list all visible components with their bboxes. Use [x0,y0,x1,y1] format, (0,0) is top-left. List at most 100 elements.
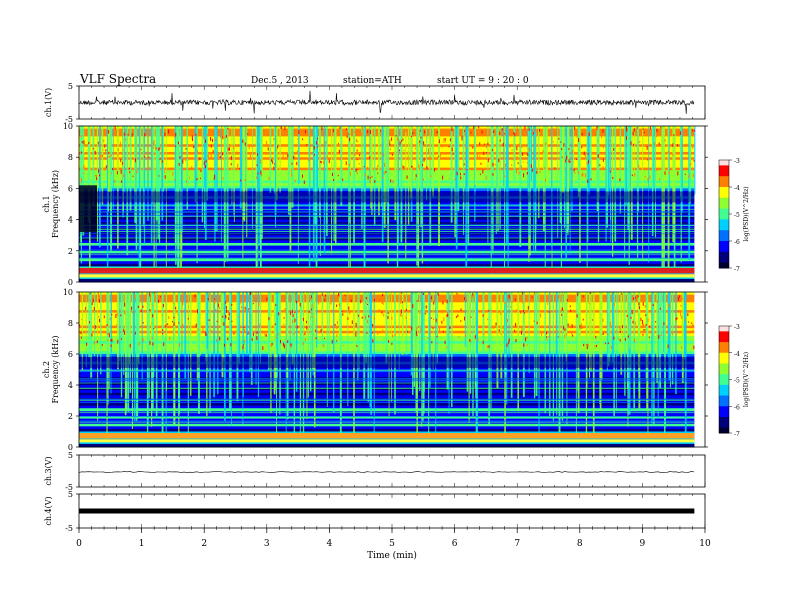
colorbar-segment [719,197,729,201]
x-tick-label: 1 [139,539,145,549]
colorbar-segment [719,406,729,410]
colorbar-segment [719,334,729,338]
colorbar-segment [719,219,729,223]
colorbar-segment [719,187,729,191]
colorbar-tick-label: -7 [734,266,740,273]
colorbar-segment [719,424,729,429]
colorbar-segment [719,168,729,172]
colorbar-segment [719,181,729,185]
waveform-trace [78,471,695,473]
colorbar-segment [719,395,729,399]
spectrogram-ch2 [76,291,732,448]
colorbar-segment [719,176,729,180]
waveform-ch.1v [76,85,706,120]
y-axis-label: ch.3(V) [44,456,53,485]
colorbar-segment [719,358,729,362]
colorbar-segment [719,211,729,215]
colorbar-segment [719,339,729,343]
y-axis-label: ch.2 [42,361,51,378]
y-tick-label: 6 [68,350,73,359]
colorbar-segment [719,427,729,431]
colorbar-tick-label: -4 [734,185,740,192]
colorbar-segment [719,398,729,402]
y-axis-label: ch.1 [42,195,51,212]
colorbar-segment [719,411,729,415]
colorbar-segment [719,259,729,264]
colorbar-segment [719,342,729,346]
colorbar-segment [719,350,729,354]
station-label: station=ATH [343,76,402,86]
x-tick-label: 7 [514,539,520,549]
x-tick-label: 8 [577,539,583,549]
waveform-trace [79,508,695,514]
colorbar-segment [719,165,729,169]
start-time-label: start UT = 9 : 20 : 0 [437,76,529,86]
colorbar-segment [719,222,729,226]
colorbar-segment [719,178,729,183]
colorbar-tick-label: -5 [734,212,740,219]
colorbar-segment [719,347,729,351]
y-tick-label: 2 [68,247,73,256]
y-axis-label: ch.1(V) [44,88,53,117]
date-label: Dec.5 , 2013 [251,76,309,86]
y-tick-label: 10 [63,122,73,131]
colorbar-segment [719,414,729,418]
colorbar-segment [719,416,729,421]
x-tick-label: 5 [389,539,395,549]
colorbar-tick-label: -3 [734,324,740,331]
colorbar-segment [719,355,729,359]
waveform-ch.3v [76,454,706,488]
x-tick-label: 3 [264,539,270,549]
x-axis-label: Time (min) [367,550,417,561]
colorbar-segment [719,422,729,426]
colorbar-segment [719,160,729,164]
x-tick-label: 9 [640,539,646,549]
colorbar-segment [719,200,729,204]
colorbar-segment [719,192,729,196]
colorbar-tick-label: -5 [734,378,740,385]
colorbar-segment [719,328,729,332]
colorbar-segment [719,390,729,394]
spectrogram-ch1 [76,125,732,283]
colorbar-segment [719,376,729,380]
y-axis-label: ch.4(V) [44,496,53,525]
colorbar-segment [719,384,729,389]
y-tick-label: 0 [68,278,73,287]
colorbar-segment [719,235,729,239]
colorbar-segment [719,173,729,177]
colorbar-segment [719,262,729,266]
waveform-trace [78,90,695,114]
colorbar-tick-label: -4 [734,351,740,358]
y-tick-label: -5 [65,483,73,492]
colorbar-segment [719,195,729,199]
colorbar-segment [719,257,729,261]
colorbar-tick-label: -6 [734,239,740,246]
colorbar-segment [719,230,729,234]
y-tick-label: 5 [68,451,73,460]
colorbar-segment [719,205,729,210]
x-tick-label: 4 [327,539,333,549]
colorbar-tick-label: -3 [734,158,740,165]
colorbar-label: log(PSD)(V^2/Hz) [743,352,750,407]
colorbar-segment [719,208,729,212]
colorbar-segment [719,214,729,218]
y-tick-label: 8 [68,319,73,328]
colorbar-segment [719,203,729,207]
colorbar-segment [719,382,729,386]
colorbar-segment [719,265,729,269]
x-axis [78,528,706,533]
colorbar-segment [719,224,729,228]
x-tick-label: 6 [452,539,458,549]
colorbar-segment [719,419,729,423]
y-tick-label: 5 [68,490,73,499]
colorbar-segment [719,254,729,258]
colorbar-segment [719,243,729,247]
colorbar-segment [719,189,729,193]
y-tick-label: 2 [68,412,73,421]
panel-frame [78,291,706,448]
x-tick-label: 0 [76,539,82,549]
colorbar-segment [719,400,729,405]
colorbar-segment [719,331,729,335]
colorbar-segment [719,170,729,174]
